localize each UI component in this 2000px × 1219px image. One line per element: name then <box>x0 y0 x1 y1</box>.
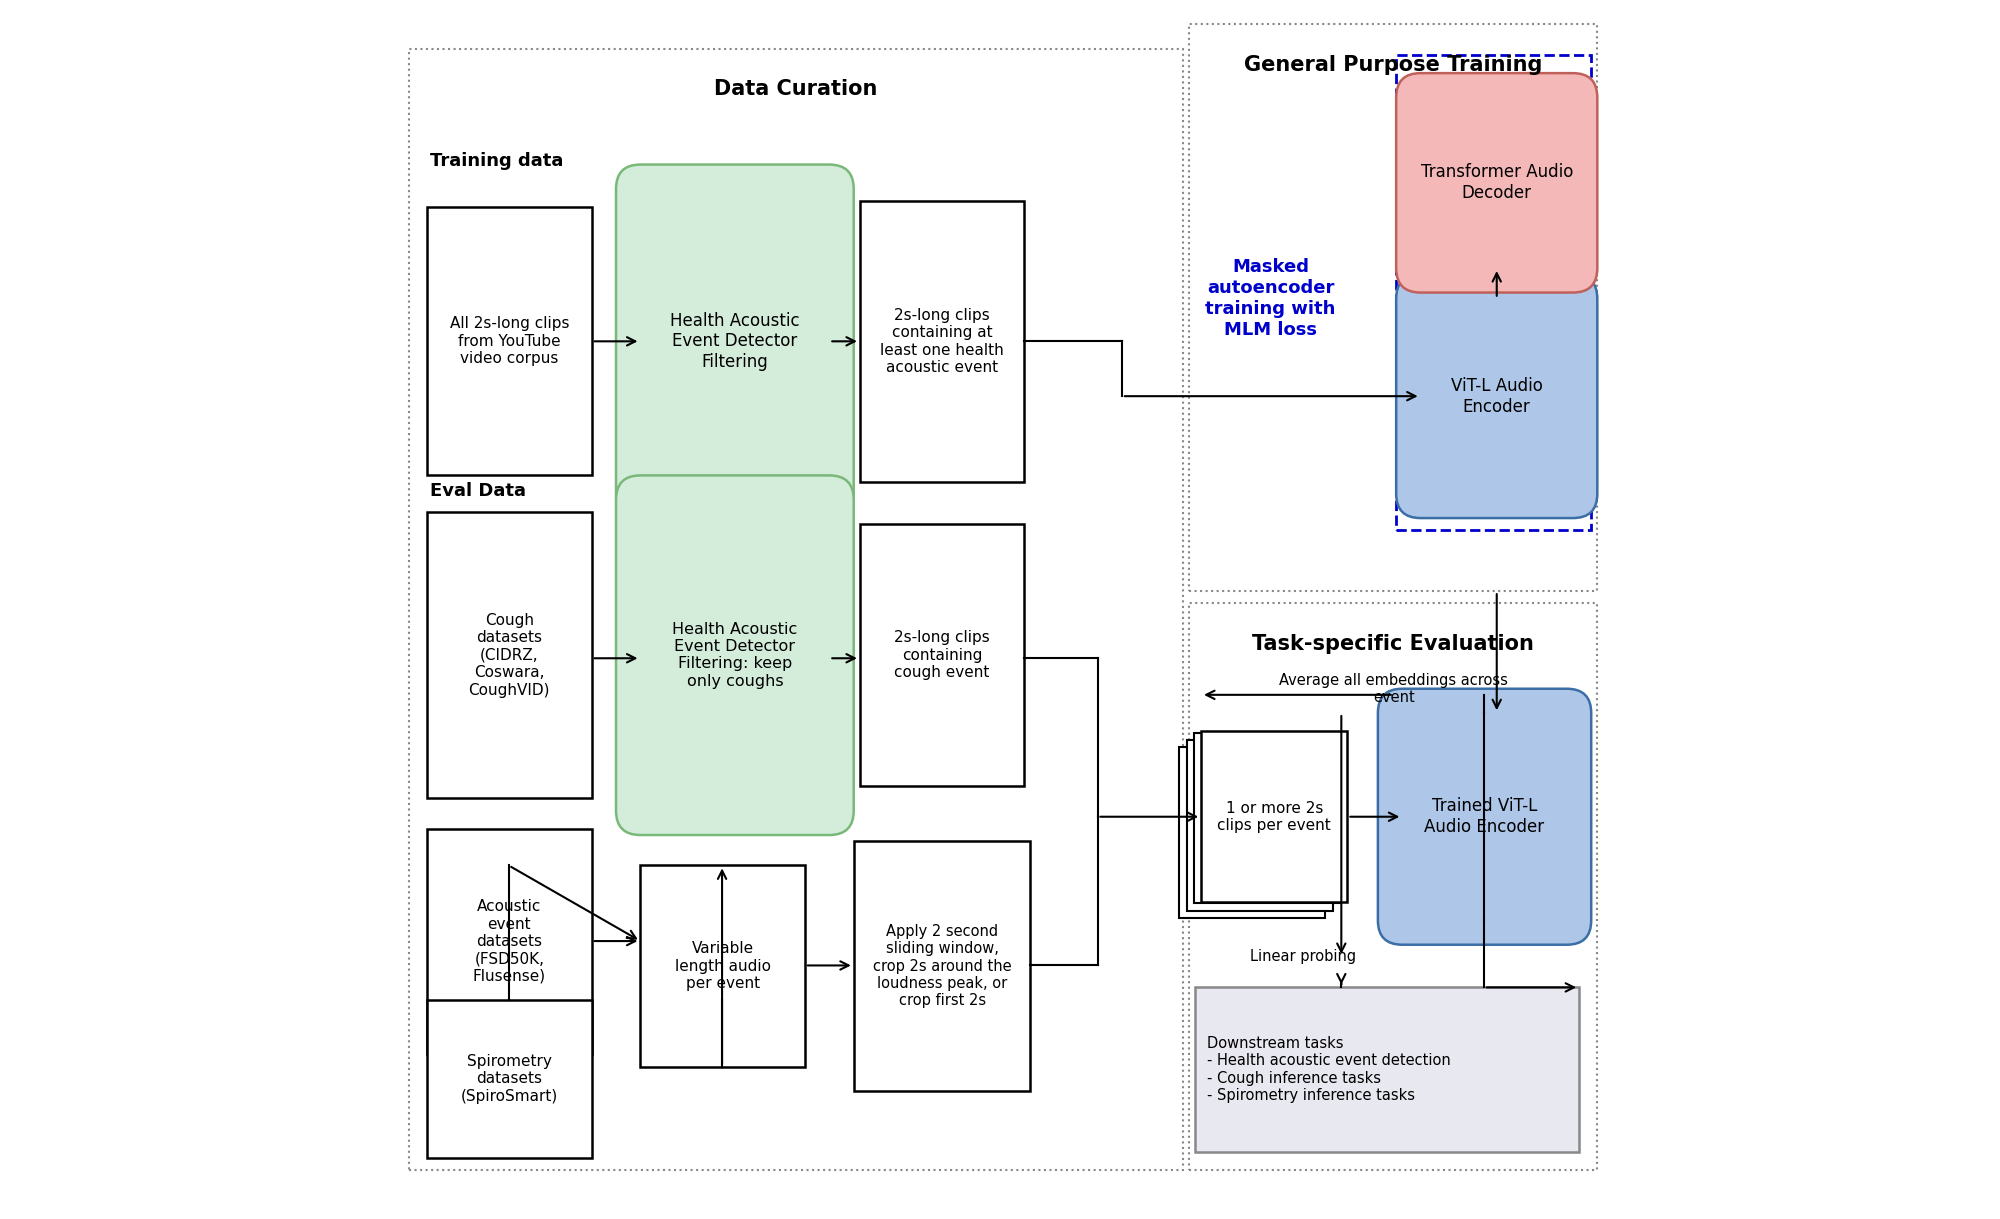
FancyBboxPatch shape <box>428 207 592 475</box>
Text: Health Acoustic
Event Detector
Filtering: Health Acoustic Event Detector Filtering <box>670 312 800 371</box>
FancyBboxPatch shape <box>860 201 1024 482</box>
Text: 2s-long clips
containing
cough event: 2s-long clips containing cough event <box>894 630 990 680</box>
Text: Transformer Audio
Decoder: Transformer Audio Decoder <box>1420 163 1572 202</box>
FancyBboxPatch shape <box>854 841 1030 1091</box>
FancyBboxPatch shape <box>1396 274 1598 518</box>
FancyBboxPatch shape <box>1202 731 1348 902</box>
Text: Acoustic
event
datasets
(FSD50K,
Flusense): Acoustic event datasets (FSD50K, Flusens… <box>472 900 546 984</box>
FancyBboxPatch shape <box>428 1000 592 1158</box>
Text: General Purpose Training: General Purpose Training <box>1244 55 1542 74</box>
FancyBboxPatch shape <box>1194 733 1340 903</box>
Text: 1 or more 2s
clips per event: 1 or more 2s clips per event <box>1218 801 1332 833</box>
Text: Masked
autoencoder
training with
MLM loss: Masked autoencoder training with MLM los… <box>1206 258 1336 339</box>
Text: Apply 2 second
sliding window,
crop 2s around the
loudness peak, or
crop first 2: Apply 2 second sliding window, crop 2s a… <box>872 924 1012 1008</box>
FancyBboxPatch shape <box>428 512 592 798</box>
FancyBboxPatch shape <box>1186 740 1332 911</box>
Text: Data Curation: Data Curation <box>714 79 878 99</box>
FancyBboxPatch shape <box>1188 24 1598 591</box>
Text: Linear probing: Linear probing <box>1250 950 1356 964</box>
Text: Downstream tasks
- Health acoustic event detection
- Cough inference tasks
- Spi: Downstream tasks - Health acoustic event… <box>1208 1036 1450 1103</box>
Text: ViT-L Audio
Encoder: ViT-L Audio Encoder <box>1450 377 1542 416</box>
Text: Cough
datasets
(CIDRZ,
Coswara,
CoughVID): Cough datasets (CIDRZ, Coswara, CoughVID… <box>468 613 550 697</box>
FancyBboxPatch shape <box>1378 689 1592 945</box>
FancyBboxPatch shape <box>428 829 592 1054</box>
FancyBboxPatch shape <box>640 865 804 1067</box>
Text: Eval Data: Eval Data <box>430 482 526 500</box>
Text: Variable
length audio
per event: Variable length audio per event <box>674 941 770 991</box>
FancyBboxPatch shape <box>1396 55 1592 530</box>
Text: Spirometry
datasets
(SpiroSmart): Spirometry datasets (SpiroSmart) <box>460 1054 558 1103</box>
Text: All 2s-long clips
from YouTube
video corpus: All 2s-long clips from YouTube video cor… <box>450 317 570 366</box>
Text: Task-specific Evaluation: Task-specific Evaluation <box>1252 634 1534 653</box>
FancyBboxPatch shape <box>408 49 1182 1170</box>
FancyBboxPatch shape <box>1196 987 1580 1152</box>
Text: Training data: Training data <box>430 152 562 171</box>
FancyBboxPatch shape <box>616 165 854 518</box>
FancyBboxPatch shape <box>1180 747 1326 918</box>
FancyBboxPatch shape <box>1396 73 1598 293</box>
Text: Average all embeddings across
event: Average all embeddings across event <box>1280 673 1508 705</box>
Text: Health Acoustic
Event Detector
Filtering: keep
only coughs: Health Acoustic Event Detector Filtering… <box>672 622 798 689</box>
Text: 2s-long clips
containing at
least one health
acoustic event: 2s-long clips containing at least one he… <box>880 307 1004 375</box>
FancyBboxPatch shape <box>1188 603 1598 1170</box>
FancyBboxPatch shape <box>860 524 1024 786</box>
Text: Trained ViT-L
Audio Encoder: Trained ViT-L Audio Encoder <box>1424 797 1544 836</box>
FancyBboxPatch shape <box>616 475 854 835</box>
